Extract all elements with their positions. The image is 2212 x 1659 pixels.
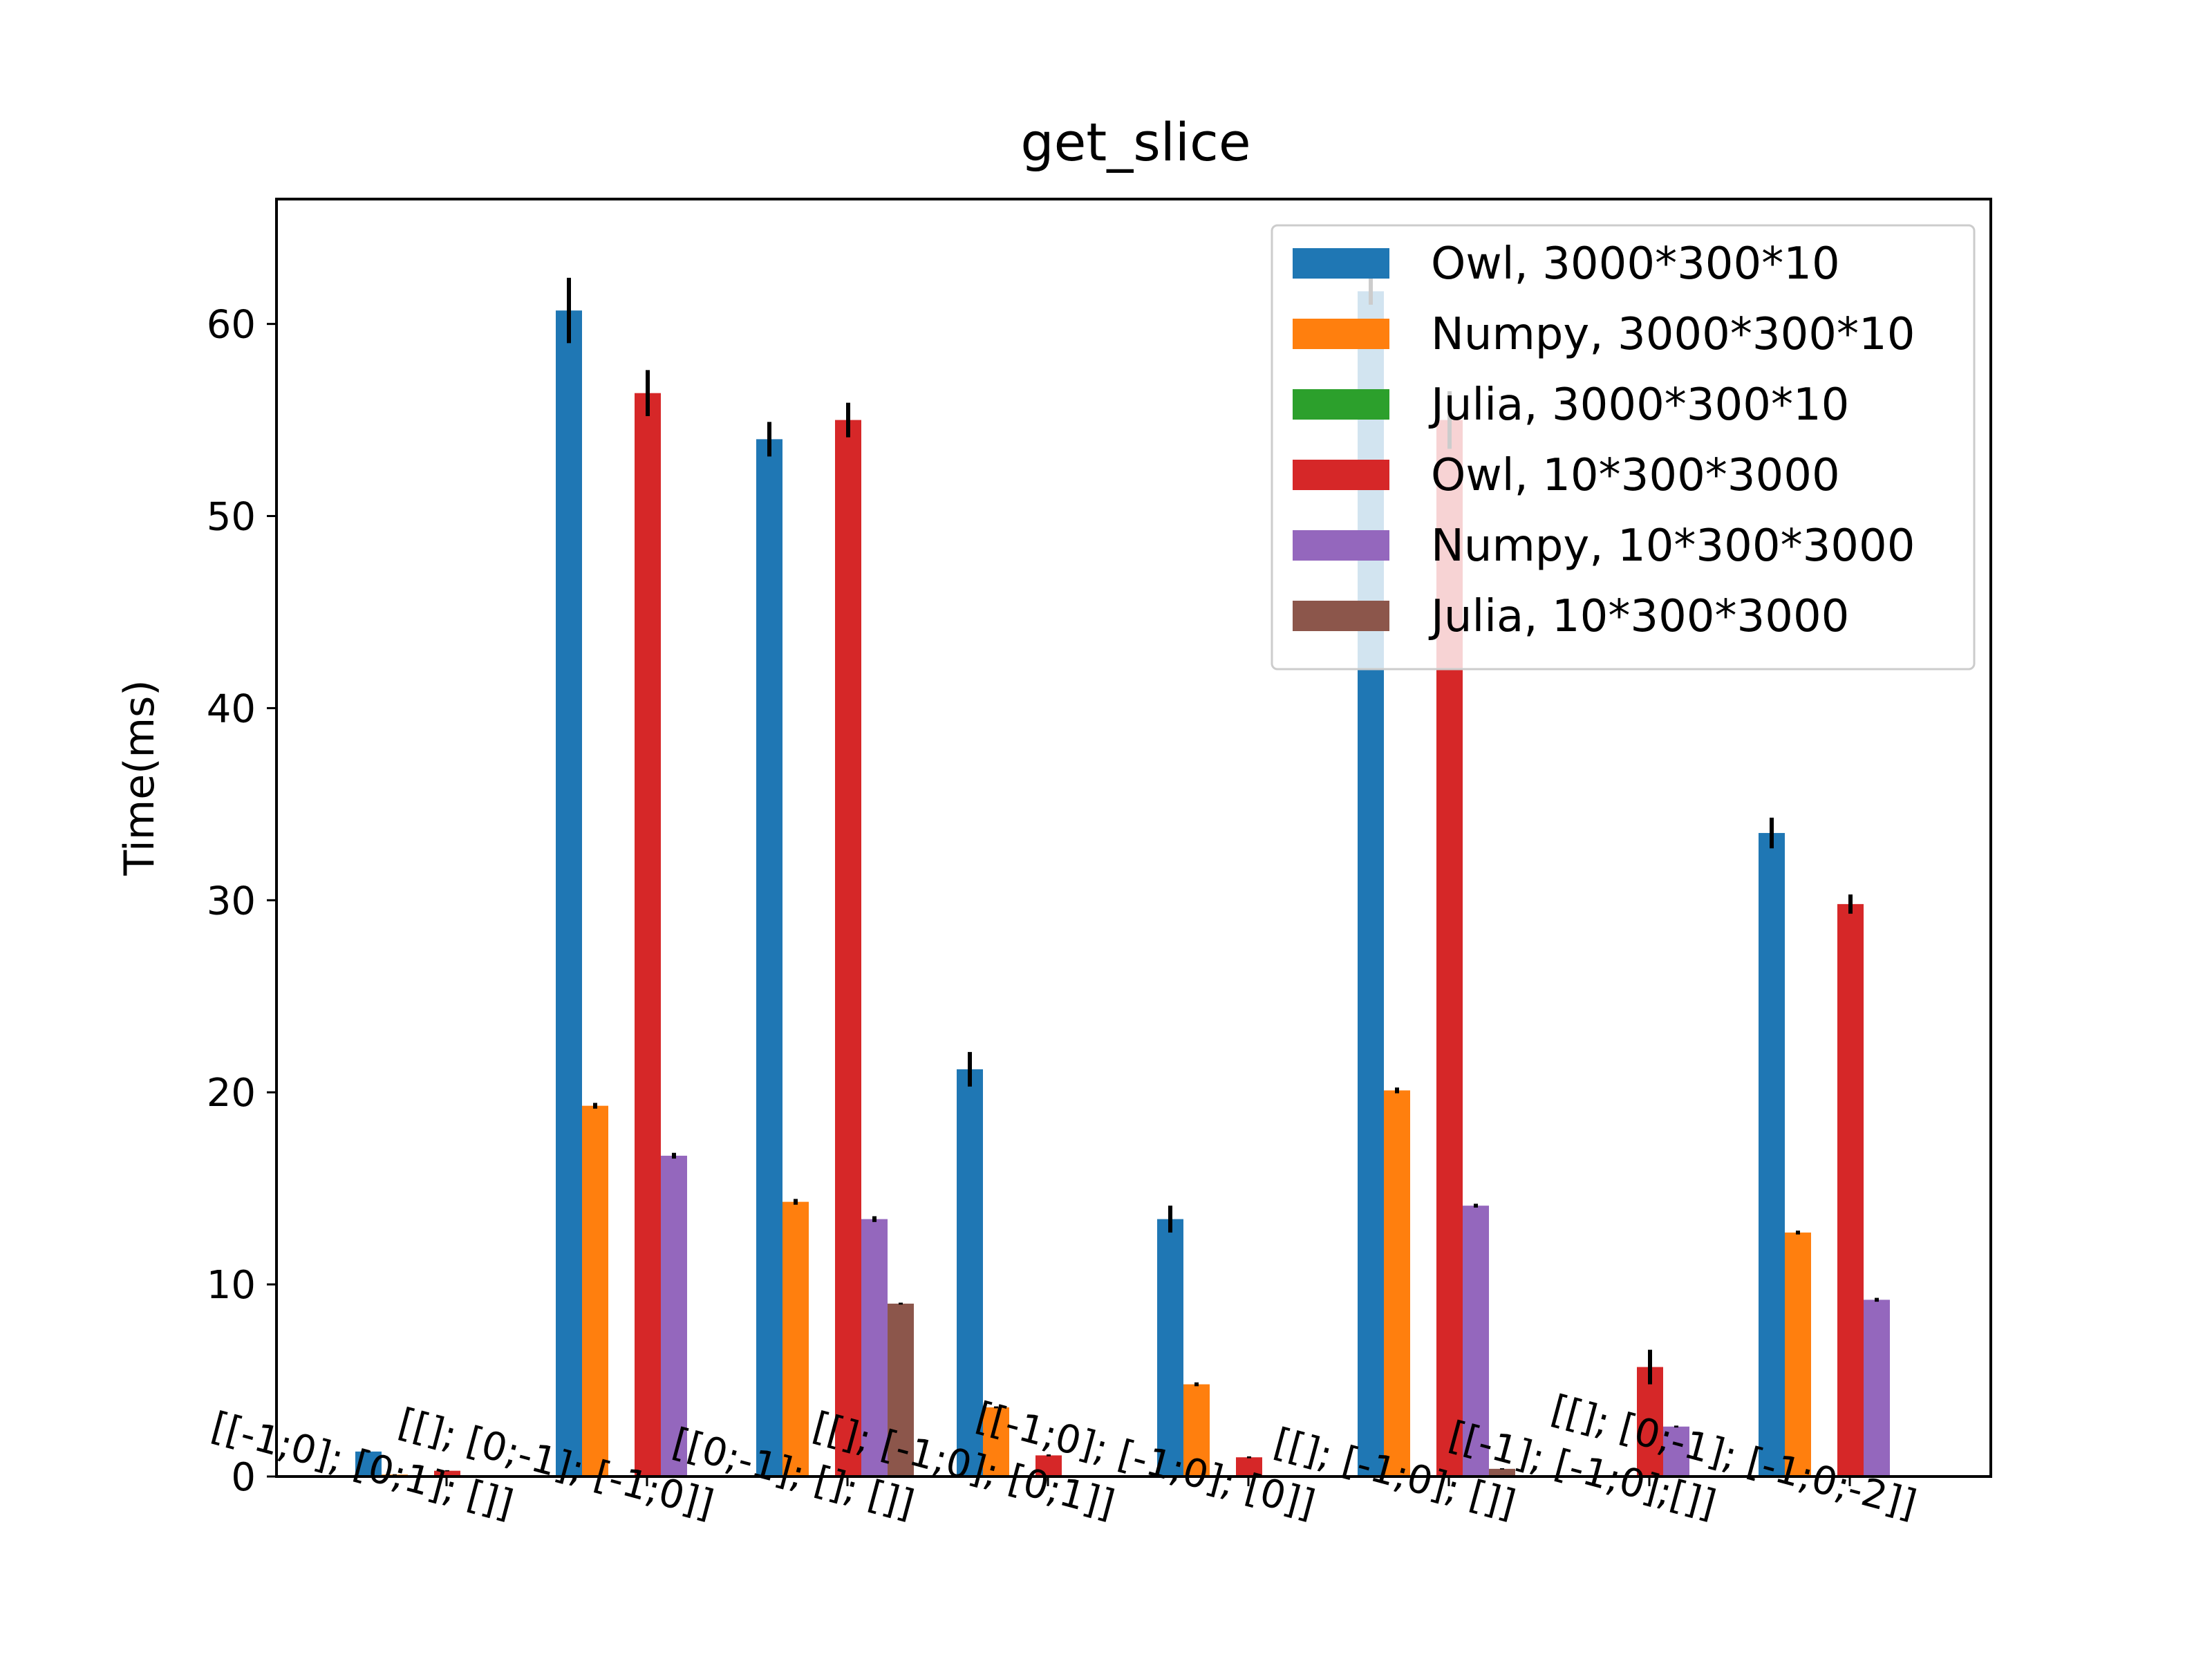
legend-swatch-2 <box>1293 389 1389 420</box>
y-axis-label: Time(ms) <box>115 679 164 876</box>
bar-s3-c6 <box>1637 1367 1663 1477</box>
bar-s4-c2 <box>861 1219 888 1477</box>
bar-s4-c7 <box>1864 1300 1890 1477</box>
bar-s3-c1 <box>635 393 661 1477</box>
plot-frame <box>275 198 1992 1478</box>
bar-s5-c2 <box>888 1303 914 1477</box>
bar-s1-c7 <box>1785 1232 1811 1477</box>
bars-layer <box>355 291 1890 1477</box>
legend-swatch-4 <box>1293 530 1389 561</box>
bar-s0-c3 <box>957 1069 983 1477</box>
y-tick-label-1: 10 <box>207 1263 256 1308</box>
legend-label-3: Owl, 10*300*3000 <box>1431 450 1840 501</box>
y-tick-label-5: 50 <box>207 495 256 540</box>
bar-s3-c4 <box>1236 1457 1262 1477</box>
bar-s1-c3 <box>983 1407 1009 1477</box>
bar-s4-c5 <box>1463 1206 1489 1477</box>
bar-s3-c2 <box>835 420 861 1477</box>
bar-s5-c5 <box>1489 1468 1515 1477</box>
bar-s0-c1 <box>556 310 582 1477</box>
legend-swatch-5 <box>1293 601 1389 631</box>
bar-s4-c1 <box>661 1155 687 1477</box>
legend-label-1: Numpy, 3000*300*10 <box>1431 309 1915 360</box>
legend: Owl, 3000*300*10 Numpy, 3000*300*10 Julia,… <box>1271 224 1976 671</box>
bar-s1-c2 <box>782 1201 809 1477</box>
bar-s0-c0 <box>355 1451 382 1477</box>
y-tick-label-3: 30 <box>207 879 256 924</box>
legend-label-2: Julia, 3000*300*10 <box>1428 379 1849 431</box>
legend-swatch-3 <box>1293 460 1389 490</box>
bar-s1-c4 <box>1183 1384 1210 1477</box>
y-tick-label-6: 60 <box>207 303 256 348</box>
bar-s3-c3 <box>1035 1455 1062 1477</box>
y-tick-label-2: 20 <box>207 1071 256 1116</box>
legend-label-0: Owl, 3000*300*10 <box>1431 238 1840 290</box>
chart-title: get_slice <box>1020 111 1250 173</box>
legend-swatch-1 <box>1293 319 1389 349</box>
bar-s0-c2 <box>756 439 782 1477</box>
legend-box <box>1271 224 1976 671</box>
legend-swatch-0 <box>1293 248 1389 279</box>
bar-s4-c6 <box>1663 1426 1689 1477</box>
bar-s0-c7 <box>1759 833 1785 1477</box>
legend-label-4: Numpy, 10*300*3000 <box>1431 521 1915 572</box>
bar-s1-c5 <box>1384 1090 1410 1477</box>
y-axis: 0 10 20 30 40 50 60 <box>207 303 276 1500</box>
legend-label-5: Julia, 10*300*3000 <box>1428 591 1849 642</box>
y-tick-label-0: 0 <box>231 1455 256 1500</box>
bar-s1-c1 <box>582 1105 608 1477</box>
bar-s3-c0 <box>434 1470 460 1477</box>
bar-s3-c7 <box>1837 903 1864 1477</box>
x-axis: [[-1;0]; [0;1]; []][[]; [0;-1]; [-1;0]][… <box>207 1387 1921 1527</box>
bar-s0-c4 <box>1157 1219 1183 1477</box>
y-tick-label-4: 40 <box>207 686 256 731</box>
